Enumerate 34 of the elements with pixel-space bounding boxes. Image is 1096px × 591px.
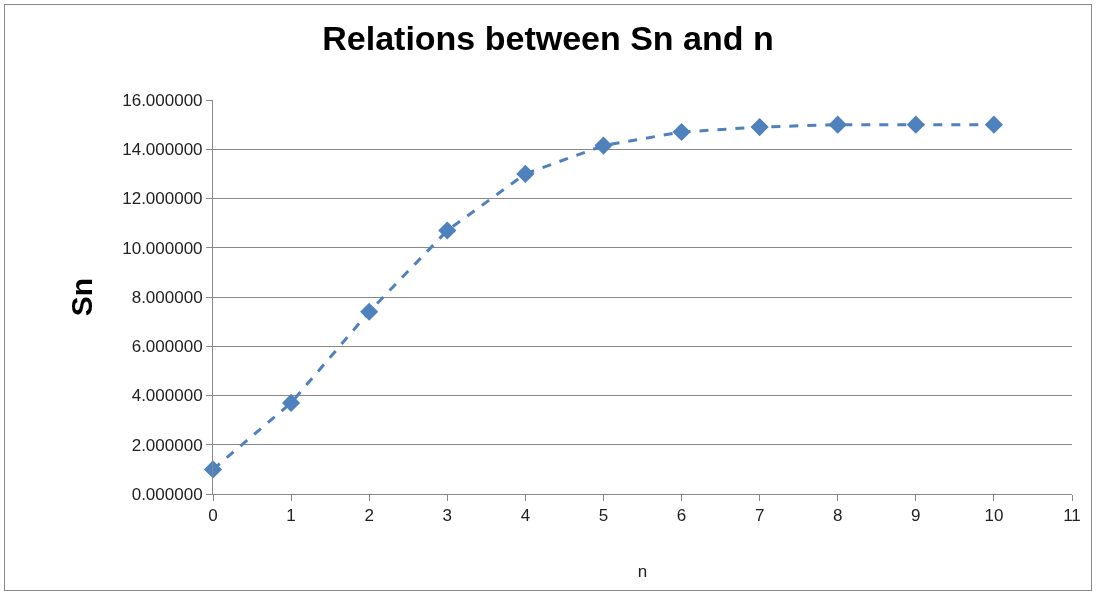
y-tick-label: 0.000000 <box>131 484 203 504</box>
y-tick-label: 2.000000 <box>131 435 203 455</box>
point <box>984 115 1004 134</box>
x-tick-label: 4 <box>520 506 531 526</box>
point <box>672 122 691 142</box>
y-axis-title: Sn <box>65 277 99 317</box>
chart-title: Relations between Sn and n <box>322 19 774 58</box>
y-tick-label: 4.000000 <box>131 386 203 406</box>
y-tick-label: 8.000000 <box>131 287 203 307</box>
x-tick-label: 0 <box>208 506 218 526</box>
x-tick-label: 6 <box>676 506 687 526</box>
point <box>750 117 769 137</box>
point <box>516 164 535 183</box>
point <box>906 115 925 134</box>
y-tick-label: 16.000000 <box>122 90 203 110</box>
x-tick-label: 10 <box>984 506 1004 526</box>
x-tick-label: 11 <box>1063 506 1081 526</box>
point <box>828 115 847 134</box>
y-tick-label: 10.000000 <box>122 238 203 258</box>
x-tick-label: 3 <box>442 506 452 526</box>
point <box>594 136 613 155</box>
point <box>360 302 379 321</box>
y-tick-label: 6.000000 <box>131 337 203 357</box>
x-tick-label: 7 <box>754 506 765 526</box>
x-axis-title: n <box>637 561 648 581</box>
x-tick-label: 5 <box>598 506 609 526</box>
y-tick-label: 14.000000 <box>122 140 203 160</box>
x-tick-label: 9 <box>911 506 921 526</box>
point <box>438 221 457 240</box>
x-tick-label: 2 <box>364 506 374 526</box>
point <box>281 393 301 412</box>
y-tick-label: 12.000000 <box>122 189 203 209</box>
x-tick-label: 1 <box>286 506 296 526</box>
x-tick-label: 8 <box>833 506 843 526</box>
